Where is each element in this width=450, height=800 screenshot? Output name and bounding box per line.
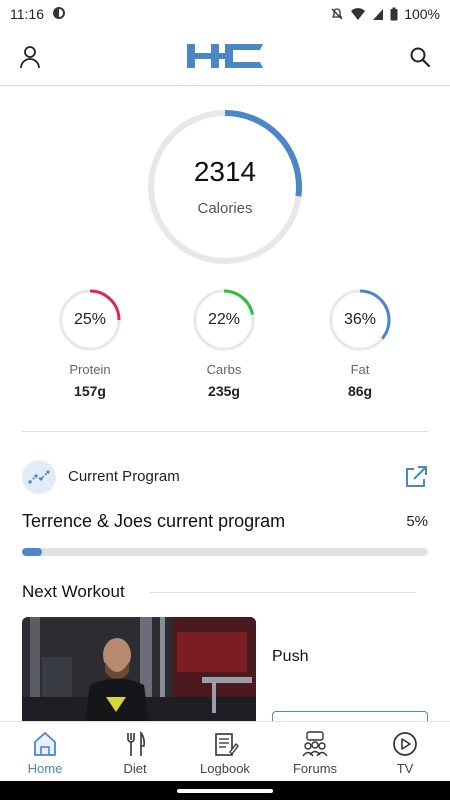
play-icon	[393, 732, 417, 756]
user-icon	[20, 46, 40, 69]
current-program-title: Current Program	[68, 468, 180, 485]
home-icon	[34, 732, 56, 756]
status-bar: 11:16 100%	[0, 0, 450, 28]
nav-logbook-label: Logbook	[200, 761, 250, 776]
external-link-icon	[406, 466, 427, 487]
status-time: 11:16	[10, 6, 44, 22]
macro-fat: 36% Fat 86g	[305, 288, 415, 399]
nav-forums-label: Forums	[292, 761, 338, 776]
protein-grams: 157g	[74, 383, 106, 399]
protein-ring	[59, 289, 121, 351]
search-button[interactable]	[405, 42, 435, 72]
next-workout-divider	[150, 592, 416, 593]
calories-value: 2314	[193, 156, 257, 187]
calories-progress-arc	[148, 110, 302, 264]
nav-tv-label: TV	[396, 761, 414, 776]
fat-ring	[329, 289, 391, 351]
carbs-grams: 235g	[208, 383, 240, 399]
fat-grams: 86g	[347, 383, 373, 399]
app-header: HC	[0, 28, 450, 86]
search-icon	[410, 47, 431, 68]
nav-forums[interactable]: Forums	[270, 722, 360, 781]
fat-progress-arc	[329, 289, 391, 351]
next-workout-title: Next Workout	[22, 582, 125, 601]
signal-icon	[372, 7, 384, 21]
protein-label: Protein	[69, 362, 111, 377]
fat-percent: 36%	[343, 311, 377, 328]
utensils-icon	[127, 730, 145, 756]
carbs-label: Carbs	[206, 362, 242, 377]
nav-tv[interactable]: TV	[360, 722, 450, 781]
nav-home-label: Home	[27, 761, 63, 776]
fat-label: Fat	[350, 362, 370, 377]
system-navigation-bar	[0, 781, 450, 800]
workout-thumbnail[interactable]	[22, 617, 256, 727]
program-percent: 5%	[406, 513, 428, 530]
app-notification-icon	[52, 6, 66, 23]
bottom-nav: Home Diet Logbook Forums	[0, 721, 450, 781]
profile-button[interactable]	[15, 42, 45, 72]
carbs-ring	[193, 289, 255, 351]
home-gesture-pill[interactable]	[177, 789, 273, 793]
macro-carbs: 22% Carbs 235g	[169, 288, 279, 399]
notebook-icon	[215, 733, 239, 756]
section-divider	[22, 431, 428, 432]
program-progress-bar	[22, 548, 428, 556]
carbs-progress-arc	[193, 289, 255, 351]
workout-name: Push	[272, 648, 309, 665]
program-icon-badge	[22, 460, 56, 494]
nav-logbook[interactable]: Logbook	[180, 722, 270, 781]
battery-percent: 100%	[404, 6, 440, 22]
battery-icon	[390, 7, 398, 21]
program-name[interactable]: Terrence & Joes current program	[22, 511, 286, 531]
carbs-percent: 22%	[207, 311, 241, 328]
macro-protein: 25% Protein 157g	[35, 288, 145, 399]
calories-ring	[148, 110, 302, 264]
trend-chart-icon	[28, 470, 50, 484]
mute-icon	[330, 7, 344, 21]
open-program-button[interactable]	[403, 464, 429, 490]
people-icon	[302, 731, 328, 757]
nav-home[interactable]: Home	[0, 722, 90, 781]
program-progress-fill	[22, 548, 43, 556]
app-logo: HC	[185, 40, 265, 77]
nav-diet-label: Diet	[123, 761, 147, 776]
wifi-icon	[350, 7, 366, 21]
calories-label: Calories	[197, 200, 253, 217]
protein-percent: 25%	[73, 311, 107, 328]
nav-diet[interactable]: Diet	[90, 722, 180, 781]
protein-progress-arc	[59, 289, 121, 351]
